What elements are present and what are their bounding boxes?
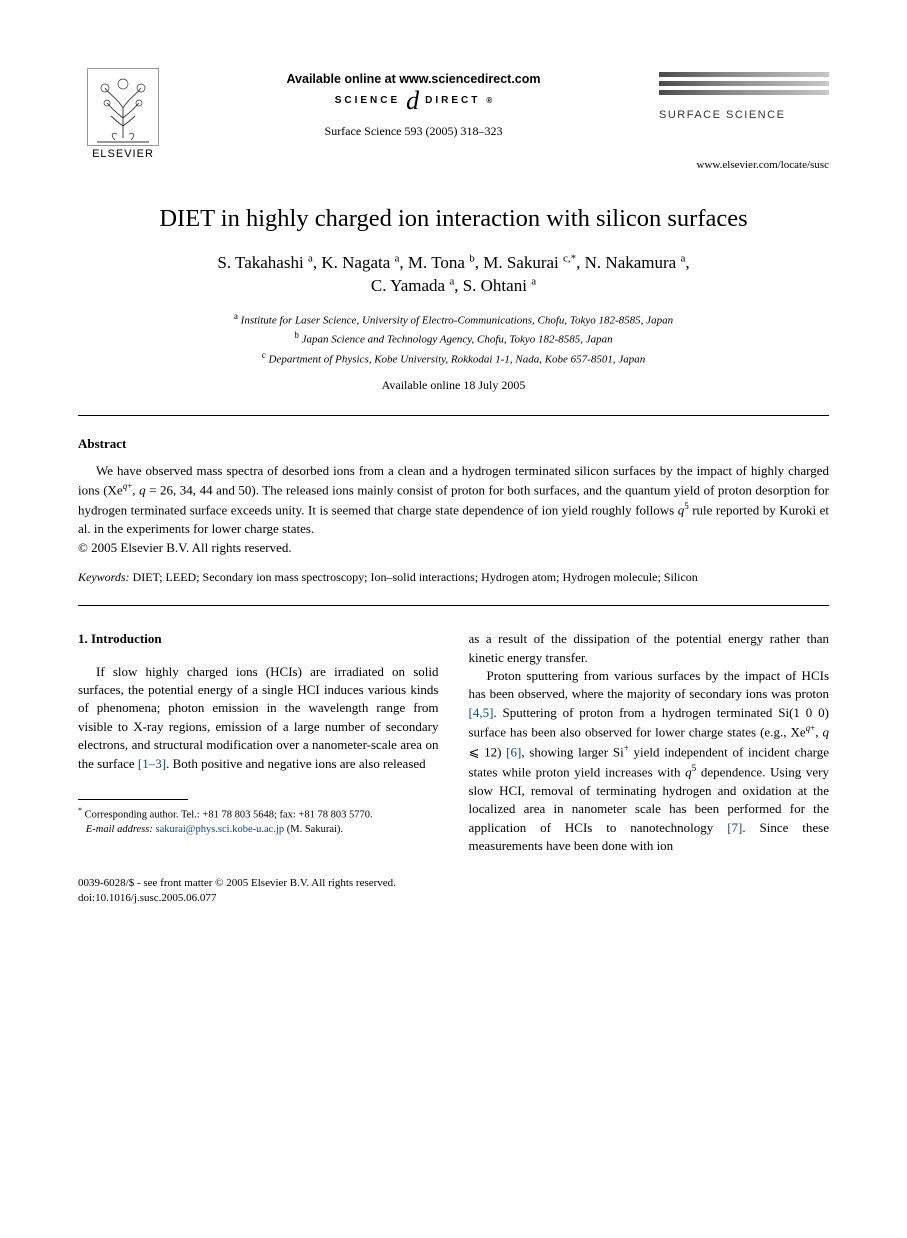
journal-logo-block: SURFACE SCIENCE www.elsevier.com/locate/…: [659, 68, 829, 171]
page-header: ELSEVIER Available online at www.science…: [78, 68, 829, 171]
authors-line1: S. Takahashi a, K. Nagata a, M. Tona b, …: [217, 253, 689, 272]
authors-line2: C. Yamada a, S. Ohtani a: [371, 276, 536, 295]
affiliation-c: Department of Physics, Kobe University, …: [269, 353, 646, 365]
email-label: E-mail address:: [86, 824, 153, 835]
publisher-label: ELSEVIER: [92, 148, 154, 160]
keywords-label: Keywords:: [78, 570, 130, 584]
section-1-heading: 1. Introduction: [78, 630, 439, 648]
ref-link-7[interactable]: [7]: [727, 820, 742, 835]
affiliations: a Institute for Laser Science, Universit…: [78, 310, 829, 367]
keywords: Keywords: DIET; LEED; Secondary ion mass…: [78, 570, 829, 585]
intro-para-1-cont: as a result of the dissipation of the po…: [469, 630, 830, 667]
sciencedirect-logo: SCIENCE d DIRECT®: [335, 92, 493, 108]
rule-bottom: [78, 605, 829, 606]
intro-para-2: Proton sputtering from various surfaces …: [469, 667, 830, 856]
abstract-body: We have observed mass spectra of desorbe…: [78, 462, 829, 538]
front-matter-line1: 0039-6028/$ - see front matter © 2005 El…: [78, 877, 396, 889]
sd-at-icon: d: [406, 93, 419, 109]
available-date: Available online 18 July 2005: [78, 378, 829, 393]
sd-left: SCIENCE: [335, 95, 400, 106]
email-link[interactable]: sakurai@phys.sci.kobe-u.ac.jp: [155, 824, 284, 835]
abstract-copyright: © 2005 Elsevier B.V. All rights reserved…: [78, 540, 829, 556]
available-online-text: Available online at www.sciencedirect.co…: [286, 72, 540, 86]
article-title: DIET in highly charged ion interaction w…: [78, 205, 829, 233]
sd-right: DIRECT: [425, 95, 480, 106]
left-column: 1. Introduction If slow highly charged i…: [78, 630, 439, 855]
affiliation-a: Institute for Laser Science, University …: [241, 315, 673, 327]
doi-line: doi:10.1016/j.susc.2005.06.077: [78, 892, 216, 904]
elsevier-tree-icon: [87, 68, 159, 146]
ref-link-4-5[interactable]: [4,5]: [469, 705, 494, 720]
ref-link-6[interactable]: [6]: [506, 745, 521, 760]
corresponding-footnote: * Corresponding author. Tel.: +81 78 803…: [78, 805, 439, 838]
center-header: Available online at www.sciencedirect.co…: [168, 68, 659, 139]
authors: S. Takahashi a, K. Nagata a, M. Tona b, …: [78, 251, 829, 298]
right-column: as a result of the dissipation of the po…: [469, 630, 830, 855]
journal-bars-icon: [659, 72, 829, 95]
journal-name: SURFACE SCIENCE: [659, 109, 829, 121]
journal-url[interactable]: www.elsevier.com/locate/susc: [659, 159, 829, 171]
keywords-text: DIET; LEED; Secondary ion mass spectrosc…: [133, 570, 698, 584]
affiliation-b: Japan Science and Technology Agency, Cho…: [302, 334, 613, 346]
corr-text: Corresponding author. Tel.: +81 78 803 5…: [85, 810, 373, 821]
email-name: (M. Sakurai).: [287, 824, 343, 835]
rule-top: [78, 415, 829, 416]
ref-link-1-3[interactable]: [1–3]: [138, 756, 166, 771]
body-columns: 1. Introduction If slow highly charged i…: [78, 630, 829, 855]
footnote-rule: [78, 799, 188, 800]
publisher-logo-block: ELSEVIER: [78, 68, 168, 160]
abstract-heading: Abstract: [78, 436, 829, 452]
front-matter: 0039-6028/$ - see front matter © 2005 El…: [78, 876, 829, 907]
intro-para-1: If slow highly charged ions (HCIs) are i…: [78, 663, 439, 774]
citation-line: Surface Science 593 (2005) 318–323: [325, 124, 503, 139]
